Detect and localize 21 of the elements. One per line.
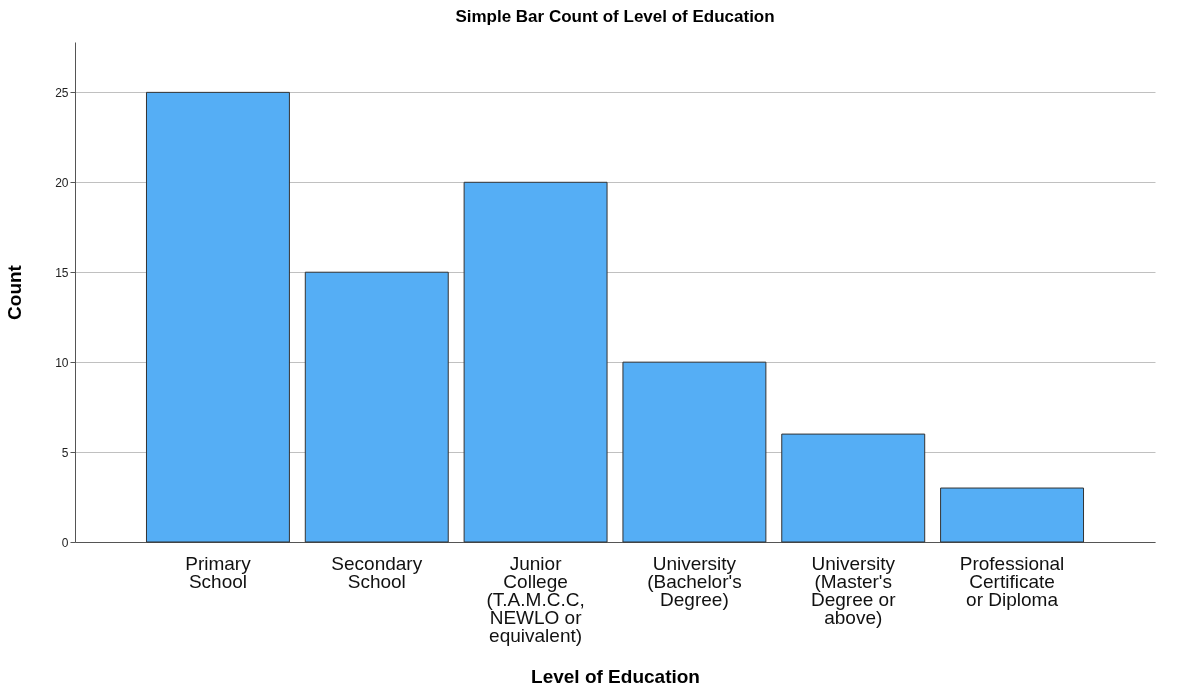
bar <box>781 433 926 543</box>
x-tick-label: Primary School <box>185 552 252 592</box>
y-tick-label: 0 <box>61 535 69 550</box>
y-tick-label: 5 <box>61 445 69 460</box>
y-tick-label: 20 <box>55 175 69 190</box>
x-tick-label: University (Master's Degree or above) <box>810 552 897 628</box>
x-tick-label: Professional Certificate or Diploma <box>959 552 1065 610</box>
x-tick-label: Secondary School <box>331 552 423 592</box>
y-tick-label: 10 <box>55 355 69 370</box>
y-tick-label: 25 <box>55 85 69 100</box>
bar <box>463 181 608 543</box>
bar <box>304 271 449 543</box>
bar <box>622 361 767 543</box>
x-axis-title: Level of Education <box>531 665 700 687</box>
y-axis-title: Count <box>4 264 26 320</box>
chart-title: Simple Bar Count of Level of Education <box>455 7 775 26</box>
bar <box>145 91 290 543</box>
x-tick-label: University (Bachelor's Degree) <box>647 552 742 610</box>
x-tick-label: Junior College (T.A.M.C.C, NEWLO or equivalent) <box>486 552 585 646</box>
y-tick-label: 15 <box>55 265 69 280</box>
bar <box>940 487 1085 543</box>
